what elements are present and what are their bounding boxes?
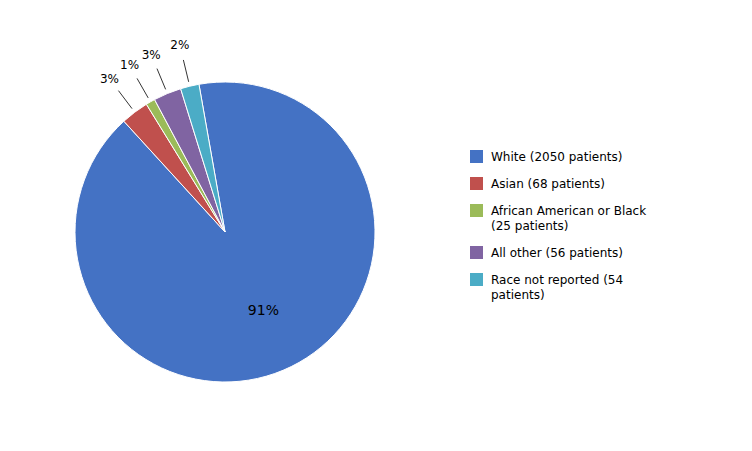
leader-line — [157, 69, 166, 90]
legend-swatch — [470, 177, 483, 190]
legend-label-line: (25 patients) — [491, 219, 568, 233]
legend-label-line: patients) — [491, 288, 545, 302]
data-labels: 91% 3%1%3% 2% — [100, 38, 279, 318]
data-label: 3% — [142, 48, 161, 62]
legend-label: White (2050 patients) — [491, 150, 622, 164]
legend-swatch — [470, 150, 483, 163]
legend-label-line: African American or Black — [491, 204, 646, 218]
chart: 91% 3%1%3% 2% White (2050 patients) Asian (6… — [0, 0, 752, 451]
data-label: 91% — [248, 302, 279, 318]
legend-label: All other (56 patients) — [491, 246, 623, 260]
legend-item: Race not reported (54patients) — [470, 273, 623, 302]
legend-item: African American or Black(25 patients) — [470, 204, 646, 233]
pie-slice — [181, 84, 225, 232]
pie — [75, 82, 375, 382]
legend-swatch — [470, 246, 483, 259]
legend-item: All other (56 patients) — [470, 246, 623, 260]
data-label: 2% — [170, 38, 189, 52]
data-label: 3% — [100, 72, 119, 86]
leader-line — [137, 78, 148, 98]
data-label: 1% — [120, 58, 139, 72]
legend-label-line: White (2050 patients) — [491, 150, 622, 164]
pie-slice — [75, 82, 375, 382]
legend: White (2050 patients) Asian (68 patients)… — [470, 150, 646, 302]
leader-line — [183, 60, 188, 82]
legend-swatch — [470, 204, 483, 217]
legend-label: African American or Black(25 patients) — [491, 204, 646, 233]
legend-label-line: Asian (68 patients) — [491, 177, 605, 191]
legend-swatch — [470, 273, 483, 286]
leader-line — [118, 91, 132, 109]
legend-item: Asian (68 patients) — [470, 177, 605, 191]
legend-label-line: All other (56 patients) — [491, 246, 623, 260]
legend-label: Race not reported (54patients) — [491, 273, 623, 302]
legend-item: White (2050 patients) — [470, 150, 622, 164]
legend-label: Asian (68 patients) — [491, 177, 605, 191]
legend-label-line: Race not reported (54 — [491, 273, 623, 287]
